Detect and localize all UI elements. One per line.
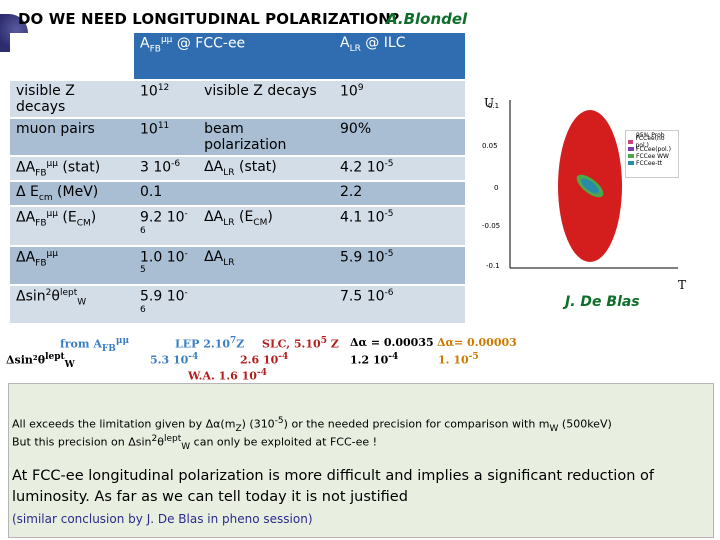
table-row: ΔAFBμμ (stat) 3 10-6 ΔALR (stat) 4.2 10-…: [10, 156, 465, 183]
comparison-table: AFBμμ @ FCC-ee ALR @ ILC visible Z decay…: [10, 33, 465, 326]
cell-dalr-total: ΔALR: [198, 245, 334, 286]
overlay-v3: 1.2 10-4: [350, 352, 399, 367]
overlay-v1: 5.3 10-4: [150, 352, 199, 367]
header-blank-cell: [10, 33, 134, 81]
legend-item: FCCee-tt: [628, 160, 676, 167]
ellipse-tt: [580, 178, 600, 194]
y-tick: 0: [494, 184, 499, 192]
cell-value: 1.0 10-5: [134, 245, 199, 286]
cell-dafb-total: ΔAFBμμ: [10, 245, 134, 286]
overlay-slc: SLC, 5.105 Z: [262, 336, 339, 351]
cell-dsin2: Δsin2θleptW: [10, 284, 134, 326]
conclusion-note: (similar conclusion by J. De Blas in phe…: [12, 512, 313, 526]
table-row: ΔAFBμμ (ECM) 9.2 10-6 ΔALR (ECM) 4.1 10-…: [10, 206, 465, 247]
plot-legend: 95% Prob FCCee(no pol.) FCCee(pol.) FCCe…: [625, 130, 679, 178]
cell-value: 0.1: [134, 181, 199, 208]
cell-value: 90%: [334, 118, 465, 157]
table-row: muon pairs 1011 beam polarization 90%: [10, 118, 465, 157]
plot-credit: J. De Blas: [565, 294, 640, 310]
overlay-lep: LEP 2.107Z: [175, 336, 245, 351]
cell-value: 2.2: [334, 181, 465, 208]
overlay-da-blue: Δα = 0.00035: [350, 336, 434, 349]
slide-title: DO WE NEED LONGITUDINAL POLARIZATION?: [18, 10, 400, 28]
y-tick: -0.1: [486, 262, 500, 270]
legend-item: FCCee(no pol.): [628, 135, 676, 149]
cell-value: 109: [334, 80, 465, 119]
cell-value: 3 10-6: [134, 156, 199, 183]
y-tick: 0.05: [482, 142, 498, 150]
conclusion-line-2: But this precision on Δsin2θleptW can on…: [12, 434, 378, 452]
conclusion-line-1: All exceeds the limitation given by Δα(m…: [12, 416, 612, 434]
legend-item: 95% Prob: [628, 132, 676, 139]
slide-author: A.Blondel: [386, 10, 468, 28]
conclusion-main: At FCC-ee longitudinal polarization is m…: [12, 468, 654, 505]
cell-value: 5.9 10-6: [134, 284, 199, 326]
cell-value: 9.2 10-6: [134, 206, 199, 247]
cell-value: 1011: [134, 118, 199, 157]
table-row: visible Z decays 1012 visible Z decays 1…: [10, 80, 465, 119]
table-row: ΔAFBμμ 1.0 10-5 ΔALR 5.9 10-5: [10, 245, 465, 286]
overlay-v4: 1. 10-5: [438, 352, 479, 367]
legend-item: FCCee WW: [628, 153, 676, 160]
cell-value: 4.1 10-5: [334, 206, 465, 247]
cell-empty: [198, 284, 334, 326]
cell-value: 5.9 10-5: [334, 245, 465, 286]
legend-item: FCCee(pol.): [628, 146, 676, 153]
y-axis-label: U: [484, 96, 495, 110]
y-tick: 0.1: [488, 102, 500, 110]
cell-visible-z-ilc: visible Z decays: [198, 80, 334, 119]
cell-visible-z: visible Z decays: [10, 80, 134, 119]
overlay-da-red: Δα= 0.00003: [437, 336, 517, 349]
overlay-wa: W.A. 1.6 10-4: [188, 368, 267, 383]
cell-beam-pol: beam polarization: [198, 118, 334, 157]
conclusion-box: [8, 383, 714, 538]
cell-muon-pairs: muon pairs: [10, 118, 134, 157]
cell-dafb-ecm: ΔAFBμμ (ECM): [10, 206, 134, 247]
header-afb: AFBμμ @ FCC-ee: [134, 33, 334, 81]
table-row: Δ Ecm (MeV) 0.1 2.2: [10, 181, 465, 208]
cell-value: 1012: [134, 80, 199, 119]
cell-decm: Δ Ecm (MeV): [10, 181, 134, 208]
x-axis-label: T: [678, 278, 687, 292]
cell-value: 7.5 10-6: [334, 284, 465, 326]
stu-plot: [509, 100, 678, 269]
cell-value: 4.2 10-5: [334, 156, 465, 183]
header-alr: ALR @ ILC: [334, 33, 465, 81]
table-row: Δsin2θleptW 5.9 10-6 7.5 10-6: [10, 284, 465, 326]
y-tick: -0.05: [482, 222, 501, 230]
cell-dafb-stat: ΔAFBμμ (stat): [10, 156, 134, 183]
table-header-row: AFBμμ @ FCC-ee ALR @ ILC: [10, 33, 465, 81]
cell-empty: [198, 181, 334, 208]
overlay-dsin-label: Δsin²θleptW: [6, 352, 75, 370]
cell-dalr-stat: ΔALR (stat): [198, 156, 334, 183]
overlay-from: from AFBμμ: [60, 336, 130, 354]
overlay-v2: 2.6 10-4: [240, 352, 289, 367]
cell-dalr-ecm: ΔALR (ECM): [198, 206, 334, 247]
